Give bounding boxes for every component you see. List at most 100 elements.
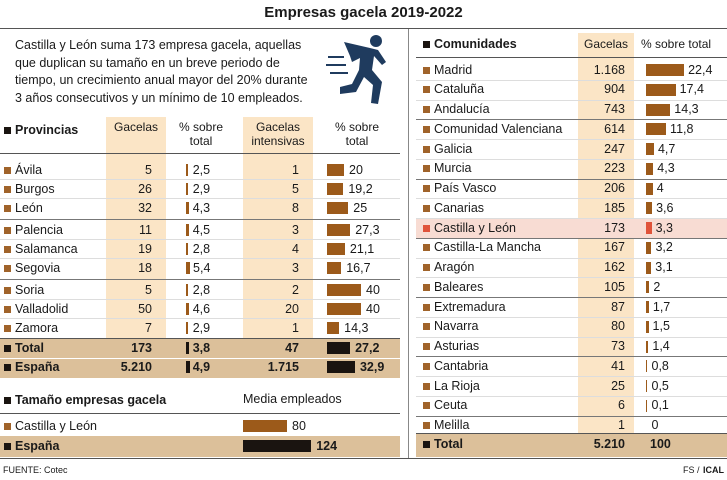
cell: 32 xyxy=(138,200,152,215)
cell: 167 xyxy=(604,240,625,255)
value-label: 1,4 xyxy=(652,339,670,353)
cell: 1 xyxy=(292,162,299,177)
row-name: Aragón xyxy=(434,260,475,274)
cell: 11 xyxy=(139,222,152,237)
value-label: 3,3 xyxy=(655,220,673,235)
marker xyxy=(423,244,430,252)
value-label: 2,9 xyxy=(192,181,211,196)
marker xyxy=(4,166,11,174)
source: FUENTE: Cotec xyxy=(3,465,68,475)
rule xyxy=(416,158,727,160)
bar xyxy=(327,262,342,274)
value-label: 11,8 xyxy=(670,121,694,136)
rule xyxy=(416,336,727,338)
row-name: Total xyxy=(15,340,44,355)
header: % sobre total xyxy=(334,120,380,148)
cell: 105 xyxy=(604,279,625,294)
marker xyxy=(423,224,430,232)
rule xyxy=(416,218,727,219)
value-label: 40 xyxy=(366,301,380,316)
row-name: Cataluña xyxy=(434,82,485,97)
marker xyxy=(423,402,430,410)
rule xyxy=(416,376,727,377)
cell: 5.210 xyxy=(593,436,625,451)
marker xyxy=(423,86,430,94)
row-name: Andalucía xyxy=(434,102,490,116)
bar xyxy=(646,182,653,195)
marker xyxy=(423,106,430,113)
cell: 5 xyxy=(292,181,299,196)
row-name: Navarra xyxy=(434,319,479,334)
header: Gacelas xyxy=(583,37,629,51)
rule xyxy=(416,277,727,279)
marker xyxy=(4,422,11,430)
cell: 8 xyxy=(292,200,299,215)
bar xyxy=(646,380,647,392)
rule xyxy=(416,316,727,318)
bar xyxy=(646,202,653,215)
cell: 47 xyxy=(285,340,299,355)
row-name: Murcia xyxy=(434,161,472,176)
value-label: 20 xyxy=(349,162,363,177)
header: Gacelas intensivas xyxy=(251,120,305,148)
rule xyxy=(0,153,400,154)
bar xyxy=(646,360,648,373)
rule xyxy=(0,413,400,414)
rule xyxy=(0,179,400,180)
cell: 173 xyxy=(604,220,625,235)
bar xyxy=(327,202,349,214)
row-name: Castilla-La Mancha xyxy=(434,240,541,255)
credit: FS / xyxy=(683,465,700,475)
header: Media empleados xyxy=(243,392,342,406)
marker xyxy=(423,264,430,271)
value-label: 124 xyxy=(316,438,338,453)
row-name: Salamanca xyxy=(15,241,78,256)
marker xyxy=(4,226,11,234)
marker xyxy=(4,396,11,404)
total-band xyxy=(0,436,400,457)
cell: 743 xyxy=(604,102,625,116)
row-name: Castilla y León xyxy=(15,418,97,433)
bar xyxy=(646,340,649,353)
cell: 6 xyxy=(618,398,625,413)
value-label: 3,2 xyxy=(655,240,673,255)
row-name: Canarias xyxy=(434,200,485,215)
value-label: 100 xyxy=(650,436,671,451)
cell: 5.210 xyxy=(120,359,152,374)
section-title: Tamaño empresas gacela xyxy=(15,393,167,407)
rule xyxy=(416,395,727,397)
cell: 185 xyxy=(604,200,625,215)
marker xyxy=(423,185,430,192)
header: Gacelas xyxy=(113,120,159,134)
marker xyxy=(4,185,11,193)
bar xyxy=(646,281,650,294)
marker xyxy=(4,324,11,332)
value-label: 40 xyxy=(366,282,380,297)
cell: 87 xyxy=(611,299,625,314)
marker xyxy=(423,40,430,48)
cell: 206 xyxy=(604,181,625,195)
header: % sobre total xyxy=(178,120,224,148)
marker xyxy=(4,363,11,371)
row-name: Soria xyxy=(15,282,45,297)
cell: 223 xyxy=(604,161,625,176)
marker xyxy=(4,245,11,253)
rule xyxy=(416,237,727,239)
marker xyxy=(4,344,11,352)
row-name: La Rioja xyxy=(434,378,480,393)
value-label: 4,5 xyxy=(192,222,211,237)
cell: 73 xyxy=(611,339,625,353)
bar xyxy=(646,64,685,76)
rule xyxy=(0,318,400,319)
rule xyxy=(408,29,409,459)
bar xyxy=(646,301,649,313)
bar xyxy=(186,224,190,236)
rule xyxy=(416,415,727,417)
rule xyxy=(416,178,727,180)
marker xyxy=(423,362,430,370)
cell: 26 xyxy=(138,181,152,196)
bar xyxy=(186,342,189,354)
rule xyxy=(0,358,400,359)
value-label: 4,9 xyxy=(192,359,211,374)
bar xyxy=(327,243,345,255)
